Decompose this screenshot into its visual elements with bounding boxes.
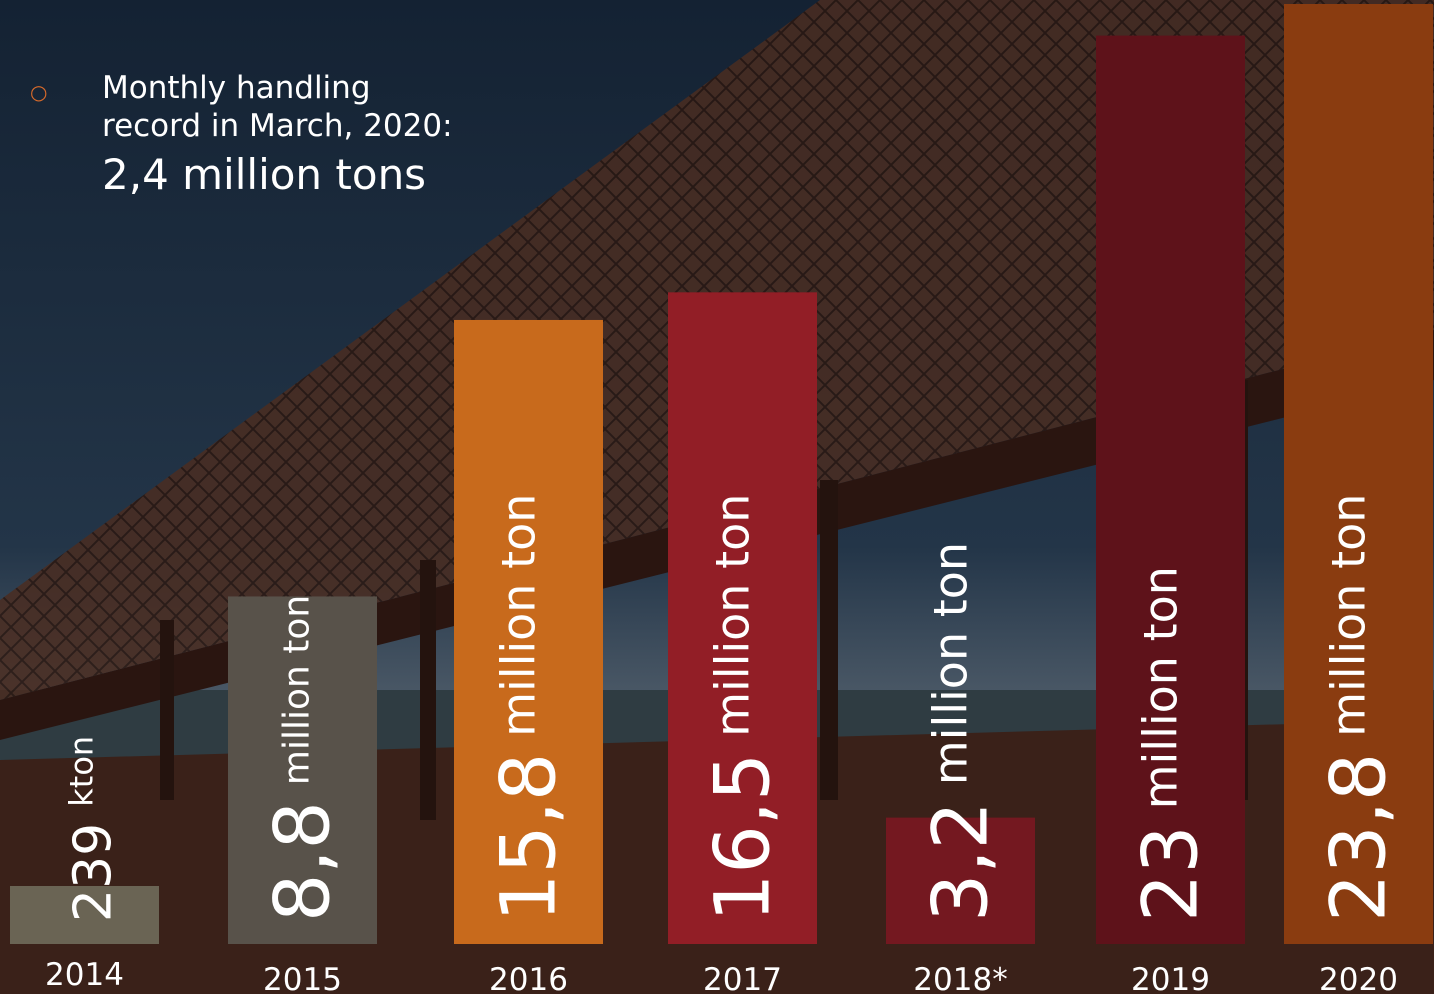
bar-unit: million ton	[924, 542, 978, 785]
bar-2019	[1096, 35, 1245, 945]
bar-unit: million ton	[1134, 566, 1188, 809]
bar-value: 3,2	[916, 801, 1005, 922]
bullet-icon: ○	[30, 80, 48, 104]
bar-value: 8,8	[258, 801, 347, 922]
bar-value: 16,5	[698, 753, 787, 922]
year-label: 2014	[45, 957, 124, 993]
year-label: 2015	[263, 962, 342, 994]
bar-value-label: 23,8 million ton	[1314, 494, 1403, 922]
bar-unit: million ton	[277, 595, 318, 785]
bar-2018*	[886, 817, 1035, 944]
year-label: 2017	[703, 962, 782, 994]
bar-value-label: 23 million ton	[1126, 566, 1215, 922]
headline-bold-word: record	[102, 108, 202, 144]
headline-line-1: Monthly handling	[102, 70, 371, 106]
bar-value-label: 8,8 million ton	[258, 595, 347, 922]
bar-value-label: 15,8 million ton	[484, 494, 573, 922]
bar-2017	[668, 292, 817, 944]
headline-record-value: 2,4 million tons	[102, 150, 427, 199]
bar-2014	[10, 886, 159, 944]
year-label: 2019	[1131, 962, 1210, 994]
year-label: 2020	[1319, 962, 1398, 994]
bar-value: 15,8	[484, 753, 573, 922]
bar-2020	[1284, 4, 1433, 944]
bar-2016	[454, 319, 603, 944]
bar-unit: kton	[63, 736, 101, 807]
headline-line-2: record in March, 2020:	[102, 108, 453, 144]
year-label: 2018*	[913, 962, 1007, 994]
bar-value-label: 16,5 million ton	[698, 494, 787, 922]
bar-value: 23	[1126, 825, 1215, 922]
bar-unit: million ton	[1322, 494, 1376, 737]
bar-unit: million ton	[492, 494, 546, 737]
headline-line-2-rest: in March, 2020:	[201, 108, 453, 144]
bar-unit: million ton	[706, 494, 760, 737]
year-label: 2016	[489, 962, 568, 994]
bar-value: 239	[64, 823, 124, 922]
bar-value: 23,8	[1314, 753, 1403, 922]
bar-value-label: 3,2 million ton	[916, 542, 1005, 922]
bar-value-label: 239 kton	[63, 736, 124, 922]
bar-2015	[228, 596, 377, 944]
